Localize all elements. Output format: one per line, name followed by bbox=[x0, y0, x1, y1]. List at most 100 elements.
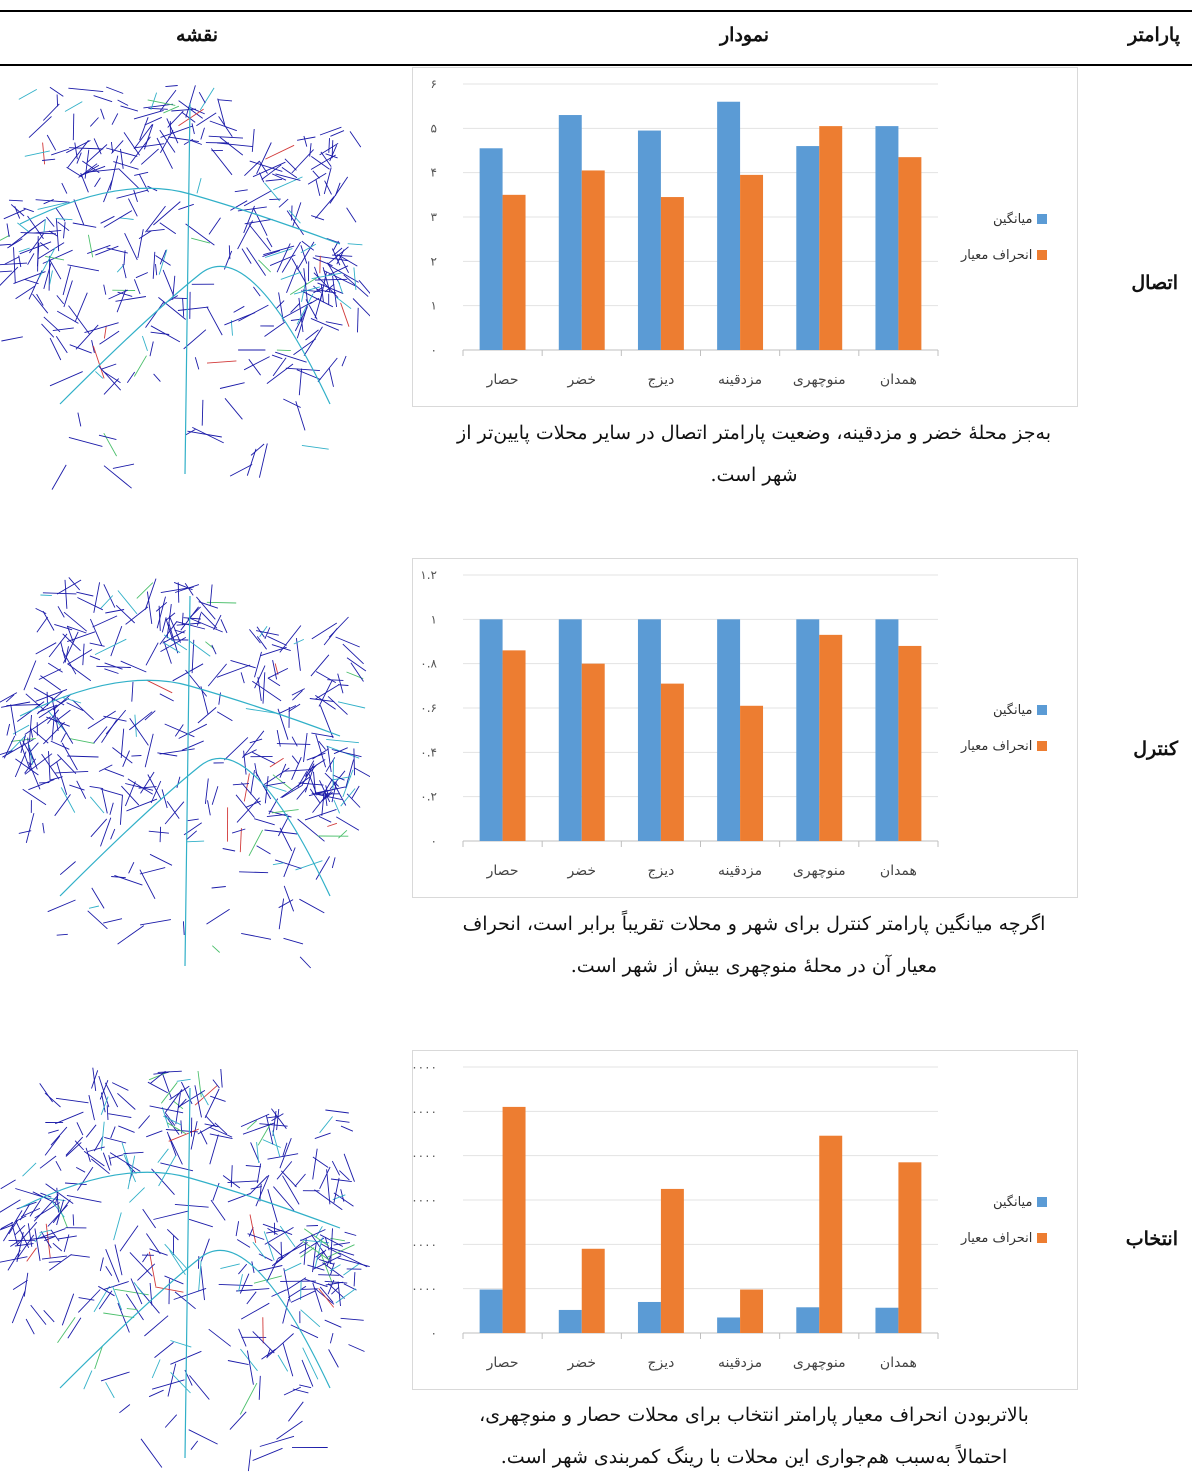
street-segment bbox=[166, 1131, 177, 1156]
street-segment bbox=[303, 1228, 330, 1247]
street-segment bbox=[315, 1250, 325, 1258]
street-segment bbox=[191, 123, 195, 135]
bar-mean bbox=[875, 1307, 899, 1333]
street-segment bbox=[165, 85, 178, 88]
street-segment bbox=[100, 817, 112, 847]
bar-mean bbox=[717, 1317, 741, 1333]
street-segment bbox=[103, 715, 127, 722]
street-segment bbox=[303, 732, 308, 762]
street-segment bbox=[133, 355, 147, 377]
street-segment bbox=[0, 1221, 14, 1230]
street-segment bbox=[187, 818, 199, 822]
street-segment bbox=[173, 297, 188, 300]
street-segment bbox=[273, 1186, 295, 1211]
street-segment bbox=[144, 116, 162, 126]
street-segment bbox=[322, 779, 333, 796]
street-segment bbox=[33, 1194, 59, 1222]
street-segment bbox=[182, 298, 185, 317]
street-segment bbox=[54, 709, 71, 723]
street-segment bbox=[56, 933, 68, 936]
street-segment bbox=[196, 596, 216, 620]
street-segment bbox=[269, 757, 284, 768]
street-segment bbox=[205, 1115, 217, 1128]
x-tick-label: حصار bbox=[486, 863, 519, 879]
street-segment bbox=[43, 218, 46, 233]
street-segment bbox=[42, 103, 60, 121]
street-segment bbox=[327, 696, 348, 715]
street-segment bbox=[276, 743, 311, 745]
street-segment bbox=[138, 1115, 151, 1129]
street-segment bbox=[62, 266, 72, 296]
street-segment bbox=[267, 1228, 278, 1235]
street-segment bbox=[248, 358, 261, 376]
street-segment bbox=[14, 1243, 34, 1247]
street-segment bbox=[284, 1262, 302, 1272]
street-segment bbox=[230, 320, 233, 336]
street-segment bbox=[259, 1183, 262, 1202]
street-segment bbox=[293, 638, 304, 645]
street-segment bbox=[95, 371, 104, 379]
street-segment bbox=[123, 132, 140, 156]
street-segment bbox=[56, 761, 68, 795]
street-segment bbox=[30, 1304, 47, 1325]
street-segment bbox=[327, 1283, 345, 1299]
street-segment bbox=[227, 1360, 249, 1366]
street-segment bbox=[211, 786, 219, 805]
street-segment bbox=[174, 1291, 196, 1310]
street-segment bbox=[188, 1218, 213, 1228]
street-segment bbox=[35, 1228, 66, 1240]
street-segment bbox=[240, 672, 245, 684]
param-label-choice: انتخاب bbox=[1125, 1228, 1178, 1250]
street-segment bbox=[149, 853, 173, 866]
street-segment bbox=[168, 1128, 200, 1142]
street-segment bbox=[292, 1388, 309, 1394]
street-segment bbox=[11, 1290, 26, 1324]
street-segment bbox=[190, 107, 205, 115]
street-segment bbox=[124, 781, 136, 807]
street-segment bbox=[314, 1132, 331, 1140]
street-segment bbox=[176, 622, 202, 626]
street-segment bbox=[209, 1133, 233, 1140]
street-segment bbox=[206, 601, 237, 604]
street-segment bbox=[252, 1241, 266, 1259]
street-segment bbox=[66, 166, 83, 178]
street-segment bbox=[8, 199, 23, 202]
street-segment bbox=[331, 140, 334, 159]
street-segment bbox=[108, 1113, 132, 1118]
street-segment bbox=[186, 840, 205, 843]
street-segment bbox=[190, 139, 202, 145]
street-segment bbox=[47, 662, 63, 673]
street-segment bbox=[311, 622, 338, 640]
street-segment bbox=[194, 357, 200, 370]
bar-std bbox=[898, 1162, 922, 1333]
caption-line: معیار آن در محلهٔ منوچهری بیش از شهر است… bbox=[570, 955, 938, 977]
street-segment bbox=[244, 161, 260, 177]
street-segment bbox=[84, 322, 119, 334]
street-segment bbox=[151, 1359, 161, 1379]
street-segment bbox=[294, 1173, 306, 1187]
y-tick-label: ۵۰۰۰۰۰ bbox=[413, 1104, 437, 1118]
bar-mean bbox=[717, 101, 741, 350]
street-segment bbox=[112, 1285, 123, 1311]
street-segment bbox=[137, 229, 144, 259]
street-segment bbox=[99, 1257, 104, 1272]
street-segment bbox=[279, 827, 293, 852]
street-segment bbox=[220, 619, 228, 634]
caption-line: احتمالاً به‌سبب هم‌جواری این محلات با ری… bbox=[500, 1446, 1008, 1468]
street-segment bbox=[122, 264, 127, 279]
street-segment bbox=[230, 1165, 233, 1188]
street-segment bbox=[44, 1092, 61, 1108]
street-segment bbox=[18, 89, 38, 100]
street-segment bbox=[333, 1242, 350, 1246]
street-segment bbox=[212, 1079, 220, 1089]
street-segment bbox=[92, 345, 105, 379]
street-segment bbox=[333, 247, 343, 256]
street-segment bbox=[160, 129, 174, 154]
street-segment bbox=[216, 711, 233, 722]
street-segment bbox=[256, 1163, 262, 1184]
street-segment bbox=[119, 1225, 139, 1252]
street-segment bbox=[267, 677, 281, 687]
street-segment bbox=[329, 176, 349, 204]
street-segment bbox=[127, 198, 138, 217]
street-segment bbox=[318, 815, 332, 823]
